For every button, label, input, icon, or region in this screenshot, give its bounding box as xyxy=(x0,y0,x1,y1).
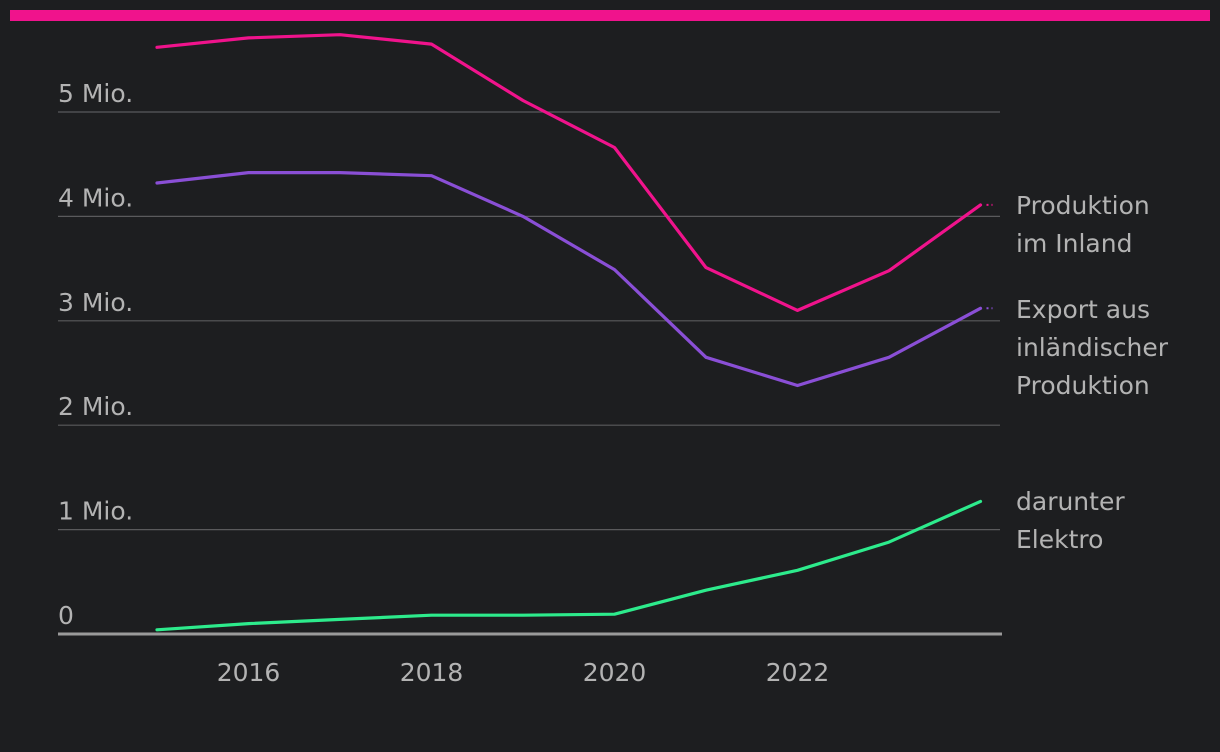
legend-label: Export aus xyxy=(1016,295,1150,324)
y-tick-label: 0 xyxy=(58,601,74,630)
legend-label: inländischer xyxy=(1016,333,1169,362)
series-lines xyxy=(155,33,993,632)
legend-label: darunter xyxy=(1016,487,1125,516)
y-tick-label: 5 Mio. xyxy=(58,79,133,108)
y-tick-label: 2 Mio. xyxy=(58,392,133,421)
x-axis-ticks: 2016 2018 2020 2022 xyxy=(217,658,830,687)
series-line xyxy=(155,499,983,632)
legend-label: Produktion xyxy=(1016,371,1150,400)
accent-bar xyxy=(10,10,1210,21)
series-line xyxy=(155,171,983,388)
x-tick-label: 2020 xyxy=(583,658,647,687)
gridlines xyxy=(58,111,1002,636)
legend-label: im Inland xyxy=(1016,229,1132,258)
y-tick-label: 3 Mio. xyxy=(58,288,133,317)
x-tick-label: 2018 xyxy=(400,658,464,687)
series-line xyxy=(155,33,983,312)
legend: Produktion im Inland Export aus inländische… xyxy=(1016,191,1169,554)
y-tick-label: 4 Mio. xyxy=(58,183,133,212)
x-tick-label: 2016 xyxy=(217,658,281,687)
y-tick-label: 1 Mio. xyxy=(58,497,133,526)
y-axis-ticks: 0 1 Mio. 2 Mio. 3 Mio. 4 Mio. 5 Mio. xyxy=(58,79,133,630)
x-tick-label: 2022 xyxy=(766,658,830,687)
legend-label: Produktion xyxy=(1016,191,1150,220)
legend-label: Elektro xyxy=(1016,525,1103,554)
